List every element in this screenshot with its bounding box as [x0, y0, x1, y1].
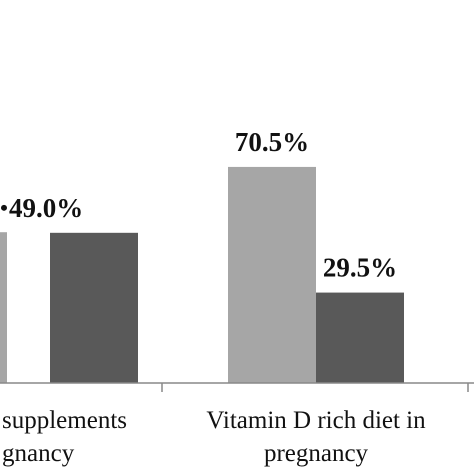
- bar-series1-cat0: [50, 232, 138, 383]
- bar-series0-cat1: [228, 166, 316, 383]
- data-label-series0-cat1: 70.5%: [235, 127, 309, 157]
- category-label-0-line2: gnancy: [2, 440, 75, 467]
- data-labels-group: 70.5% 49.0% 29.5%: [1, 127, 397, 283]
- bar-series0-cat0: [0, 232, 7, 383]
- data-label-series1-cat1: 29.5%: [323, 253, 397, 283]
- label-marker-dot: [1, 204, 7, 211]
- category-label-1-line1: Vitamin D rich diet in: [206, 407, 426, 434]
- category-label-1-line2: pregnancy: [264, 440, 369, 467]
- category-labels-group: supplements gnancy Vitamin D rich diet in p…: [2, 407, 426, 467]
- bars-group: [0, 166, 404, 383]
- bar-series1-cat1: [316, 292, 404, 383]
- data-label-series1-cat0: 49.0%: [9, 193, 83, 223]
- category-label-0-line1: supplements: [2, 407, 127, 434]
- x-axis-ticks: [161, 383, 469, 392]
